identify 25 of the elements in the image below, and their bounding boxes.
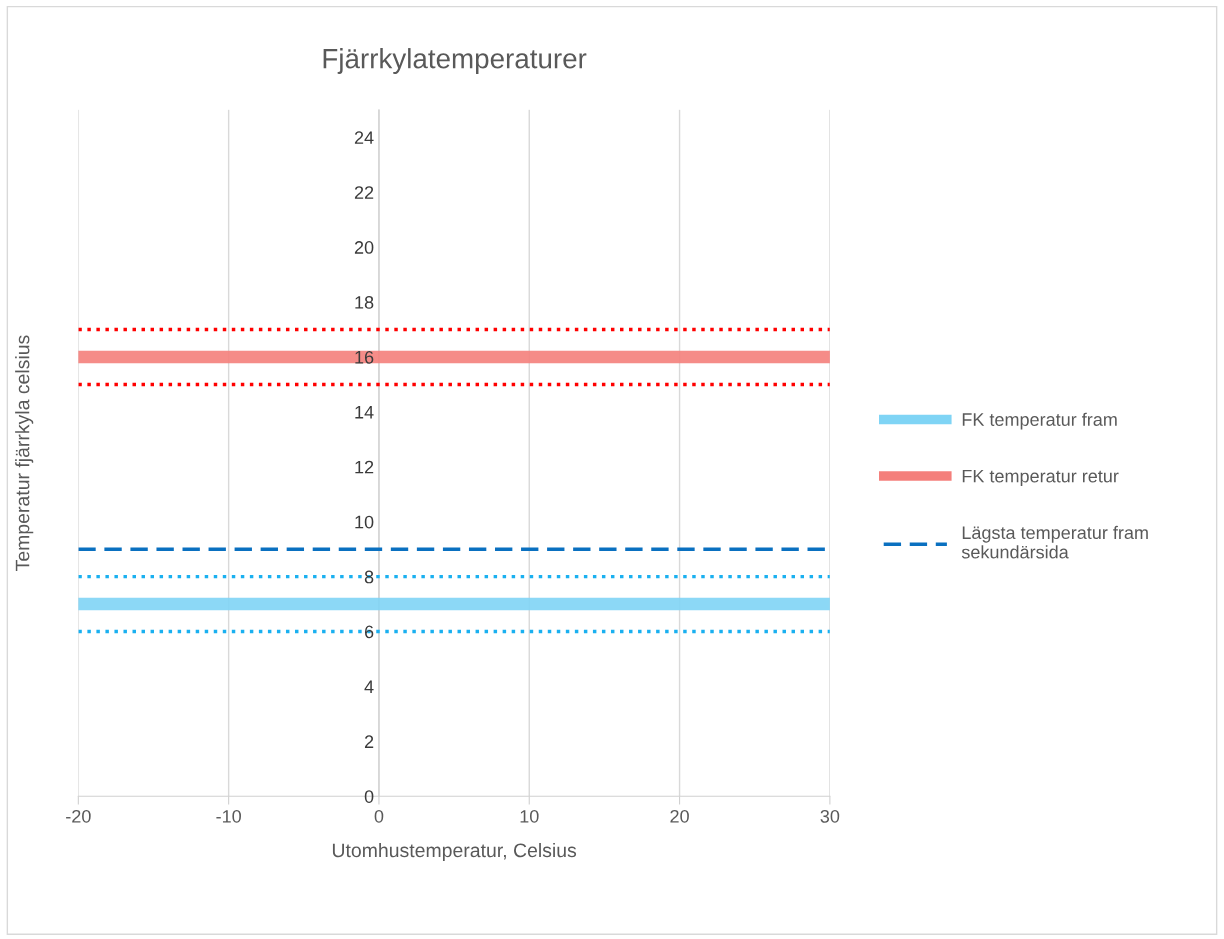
- y-tick-label: 10: [355, 515, 374, 529]
- legend-label: FK temperatur retur: [962, 469, 1119, 487]
- y-tick-label: 8: [364, 570, 374, 584]
- x-tick-label: -10: [216, 809, 241, 823]
- y-tick-label: 2: [364, 735, 374, 748]
- y-tick-label: 6: [364, 625, 374, 639]
- x-tick-label: 10: [520, 809, 539, 823]
- x-tick-label: 20: [670, 809, 689, 823]
- y-tick-label: 4: [364, 680, 374, 693]
- y-tick-label: 22: [354, 186, 374, 199]
- y-tick-label: 16: [355, 350, 374, 364]
- legend-label: Lägsta temperatur fram sekundärsida: [961, 525, 1148, 559]
- y-axis-title: Temperatur fjärrkyla celsius: [15, 335, 34, 571]
- chart-title: Fjärrkylatemperaturer: [323, 48, 587, 74]
- x-tick-label: 30: [820, 809, 840, 823]
- legend-label: FK temperatur fram: [962, 412, 1117, 430]
- x-tick-label: -20: [66, 809, 91, 823]
- y-tick-label: 14: [355, 406, 374, 419]
- y-tick-label: 12: [355, 460, 374, 474]
- y-tick-label: 20: [354, 241, 374, 254]
- x-tick-label: 0: [374, 809, 384, 823]
- y-tick-label: 24: [354, 131, 374, 144]
- y-tick-label: 18: [355, 295, 374, 309]
- y-tick-label: 0: [364, 790, 374, 803]
- x-axis-title: Utomhustemperatur, Celsius: [332, 842, 577, 862]
